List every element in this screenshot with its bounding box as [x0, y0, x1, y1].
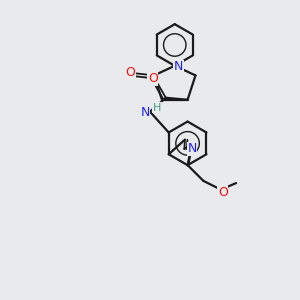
Text: N: N — [174, 60, 183, 73]
Text: O: O — [218, 186, 228, 199]
Text: O: O — [148, 73, 158, 85]
Text: H: H — [153, 103, 161, 113]
Text: N: N — [188, 142, 197, 155]
Text: O: O — [125, 66, 135, 79]
Text: N: N — [140, 106, 150, 119]
